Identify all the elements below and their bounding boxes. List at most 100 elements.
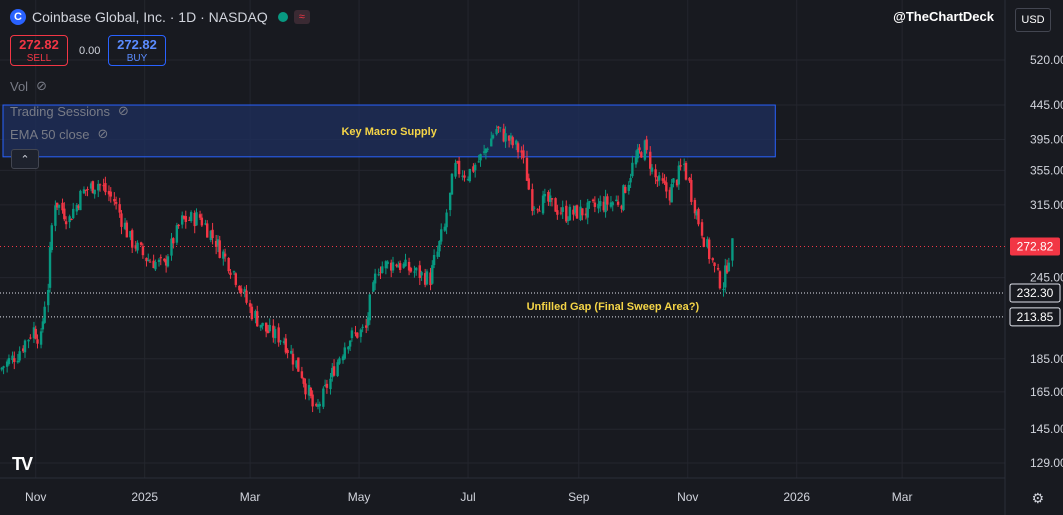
price-tick-label: 145.00 [1030,422,1063,436]
candle-body [663,180,666,184]
candle-body [654,169,657,178]
buy-price: 272.82 [117,37,157,52]
candle-body [525,157,529,181]
symbol-title[interactable]: Coinbase Global, Inc. · 1D · NASDAQ [32,9,268,25]
indicator-ema[interactable]: EMA 50 close ⊘ [10,126,108,142]
candle-body [289,350,293,354]
candle-body [206,223,209,238]
candle-body [86,189,89,191]
candle-body [450,173,454,195]
candle-body [223,253,227,257]
candle-body [440,229,443,242]
chart-header: C Coinbase Global, Inc. · 1D · NASDAQ ≈ [10,9,310,25]
time-tick-label: Nov [677,490,698,504]
candle-body [336,362,339,376]
candle-body [516,143,520,153]
candle-body [239,288,243,293]
candle-body [620,205,623,209]
candle-body [354,332,357,334]
candle-body [248,303,252,307]
candle-body [413,271,416,273]
price-tick-label: 129.00 [1030,456,1063,470]
candle-body [436,251,439,257]
candle-body [497,126,500,129]
sell-button[interactable]: 272.82 SELL [10,35,68,66]
candle-body [624,186,627,193]
indicator-trading-sessions[interactable]: Trading Sessions ⊘ [10,103,129,119]
currency-button[interactable]: USD [1015,8,1051,32]
price-tick-label: 395.00 [1030,132,1063,146]
candle-body [484,148,488,154]
candle-body [175,225,179,243]
candle-body [472,166,475,172]
candle-body [584,213,588,216]
candle-body [61,202,64,211]
candle-body [322,388,325,407]
candle-body [113,199,116,202]
candle-body [727,262,731,272]
gear-icon[interactable]: ⚙ [1031,490,1044,506]
candle-body [457,160,461,175]
buy-label: BUY [126,53,148,64]
level-price-tag [1009,283,1061,303]
candle-body [579,206,582,220]
candle-body [329,378,332,390]
eye-hidden-icon[interactable]: ⊘ [117,103,129,118]
candle-body [718,271,722,289]
candle-body [611,202,614,206]
candle-body [309,387,313,397]
wave-indicator-icon[interactable]: ≈ [293,10,310,24]
candle-body [368,294,371,321]
candle-body [63,208,66,220]
candle-body [0,367,3,370]
candle-body [13,358,16,362]
eye-hidden-icon[interactable]: ⊘ [97,126,109,141]
eye-hidden-icon[interactable]: ⊘ [36,78,47,93]
candle-body [182,216,186,219]
candle-body [331,367,334,378]
candle-body [522,150,525,158]
candle-body [266,330,270,333]
time-tick-label: Mar [240,490,261,504]
candle-body [114,202,118,204]
candle-body [216,239,220,246]
candle-body [218,240,221,258]
candle-body [193,212,196,227]
zone-label: Key Macro Supply [341,126,437,138]
candle-body [538,210,541,212]
candle-body [661,178,664,181]
collapse-legend-button[interactable]: ⌃ [11,149,39,169]
candle-body [606,196,609,205]
candle-body [141,246,145,256]
candle-body [670,184,673,203]
candle-body [541,195,545,214]
candle-body [454,162,457,177]
gap-annotation: Unfilled Gap (Final Sweep Area?) [527,301,700,313]
candle-body [259,324,263,328]
candle-body [532,207,536,209]
candle-body [184,216,187,222]
candle-body [70,218,73,221]
candle-body [649,151,652,169]
candle-body [177,224,180,226]
candle-body [404,259,407,267]
candle-body [54,205,57,226]
market-status-icon [277,12,288,22]
candle-body [420,272,423,276]
candle-body [139,242,143,245]
candle-body [343,347,346,359]
candle-body [282,341,286,343]
candle-body [565,205,568,222]
candle-body [634,157,638,165]
buy-button[interactable]: 272.82 BUY [108,35,166,66]
candle-body [429,272,432,286]
candle-body [365,325,368,328]
indicator-vol[interactable]: Vol ⊘ [10,78,47,94]
candle-body [504,133,507,142]
candle-body [295,360,298,368]
candle-body [91,181,95,194]
candle-body [507,135,511,141]
last-price-tag [1010,237,1060,256]
candle-body [125,222,129,238]
